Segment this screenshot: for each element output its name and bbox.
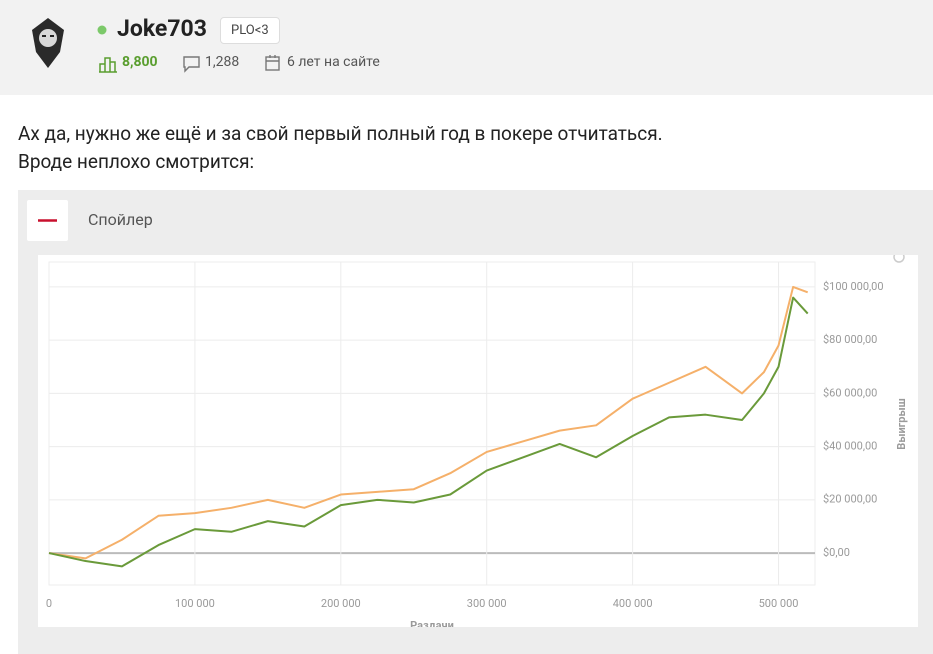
chart: Выигрыш Раздачи $0,00 $20 000,00 $40 000,0…	[46, 255, 908, 627]
zoom-icon[interactable]	[893, 255, 905, 263]
user-badge: PLO<3	[220, 17, 280, 44]
x-axis-label: Раздачи	[410, 619, 454, 627]
plot-area	[48, 261, 816, 586]
x-tick-label: 500 000	[759, 597, 799, 610]
x-tick-label: 200 000	[321, 597, 361, 610]
y-tick-label: $0,00	[823, 546, 850, 559]
chart-container: Выигрыш Раздачи $0,00 $20 000,00 $40 000,0…	[38, 255, 918, 627]
series-line	[48, 296, 809, 568]
posts-count: 1,288	[205, 54, 240, 70]
rating: 8,800	[122, 54, 158, 70]
calendar-icon	[265, 55, 280, 71]
x-tick-label: 400 000	[613, 597, 653, 610]
spoiler-toggle[interactable]	[27, 200, 68, 241]
rating-icon	[99, 57, 117, 73]
y-tick-label: $20 000,00	[823, 493, 877, 506]
avatar[interactable]	[28, 16, 68, 70]
spoiler-label[interactable]: Спойлер	[88, 210, 153, 229]
y-tick-label: $100 000,00	[823, 280, 884, 293]
post-text: Ах да, нужно же ещё и за свой первый пол…	[18, 122, 663, 145]
series-line	[48, 285, 809, 560]
y-tick-label: $40 000,00	[823, 440, 877, 453]
x-tick-label: 300 000	[467, 597, 507, 610]
posts-icon	[183, 56, 200, 73]
post-text: Вроде неплохо смотрится:	[18, 150, 255, 173]
y-axis-label: Выигрыш	[895, 398, 908, 449]
online-dot	[97, 25, 107, 35]
tenure: 6 лет на сайте	[287, 54, 380, 70]
y-tick-label: $60 000,00	[823, 386, 877, 399]
y-tick-label: $80 000,00	[823, 333, 877, 346]
x-tick-label: 100 000	[175, 597, 215, 610]
profile-header	[0, 0, 933, 95]
x-tick-label: 0	[46, 597, 52, 610]
username[interactable]: Joke703	[117, 15, 207, 42]
